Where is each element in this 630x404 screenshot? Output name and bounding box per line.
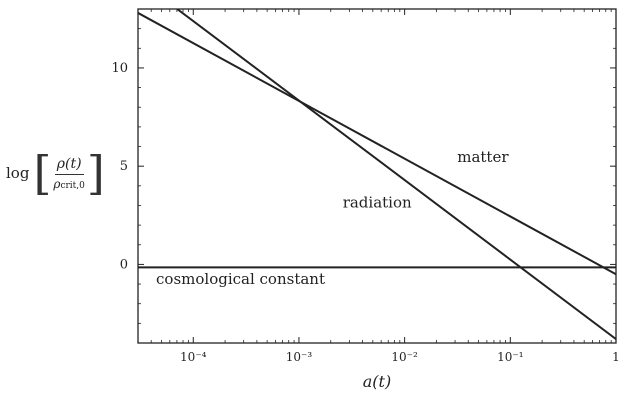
- x-tick-label: 10⁻²: [391, 350, 418, 364]
- y-axis-label-bracket: [ ρ(t) ρcrit,0 ]: [33, 150, 104, 196]
- x-tick-label: 1: [612, 350, 620, 364]
- left-bracket: [: [33, 146, 52, 200]
- y-axis-numerator: ρ(t): [54, 156, 84, 175]
- series-line-radiation: [175, 9, 616, 340]
- x-tick-label: 10⁻⁴: [180, 350, 207, 364]
- x-tick-label: 10⁻³: [286, 350, 313, 364]
- y-tick-label: 0: [120, 257, 128, 272]
- series-lines: [138, 9, 616, 340]
- x-tick-label: 10⁻¹: [497, 350, 523, 364]
- y-axis-denominator: ρcrit,0: [53, 175, 85, 191]
- series-line-matter: [138, 12, 616, 276]
- y-axis-denominator-symbol: ρ: [53, 176, 61, 191]
- annotation-matter: matter: [457, 148, 509, 166]
- annotation-cosmological-constant: cosmological constant: [156, 270, 325, 288]
- series-labels: matter radiation cosmological constant: [156, 148, 509, 288]
- y-axis-label: log [ ρ(t) ρcrit,0 ]: [6, 143, 116, 203]
- y-tick-label: 10: [111, 61, 128, 76]
- plot-frame: [137, 8, 617, 344]
- y-axis-fraction: ρ(t) ρcrit,0: [53, 156, 85, 191]
- right-bracket: ]: [86, 146, 105, 200]
- y-tick-label: 5: [120, 159, 128, 174]
- annotation-radiation: radiation: [343, 193, 412, 211]
- x-axis-label: a(t): [138, 372, 616, 391]
- y-axis-denominator-subscript: crit,0: [60, 180, 85, 191]
- y-axis-label-prefix: log: [6, 164, 30, 182]
- x-axis-label-text: a(t): [362, 372, 392, 391]
